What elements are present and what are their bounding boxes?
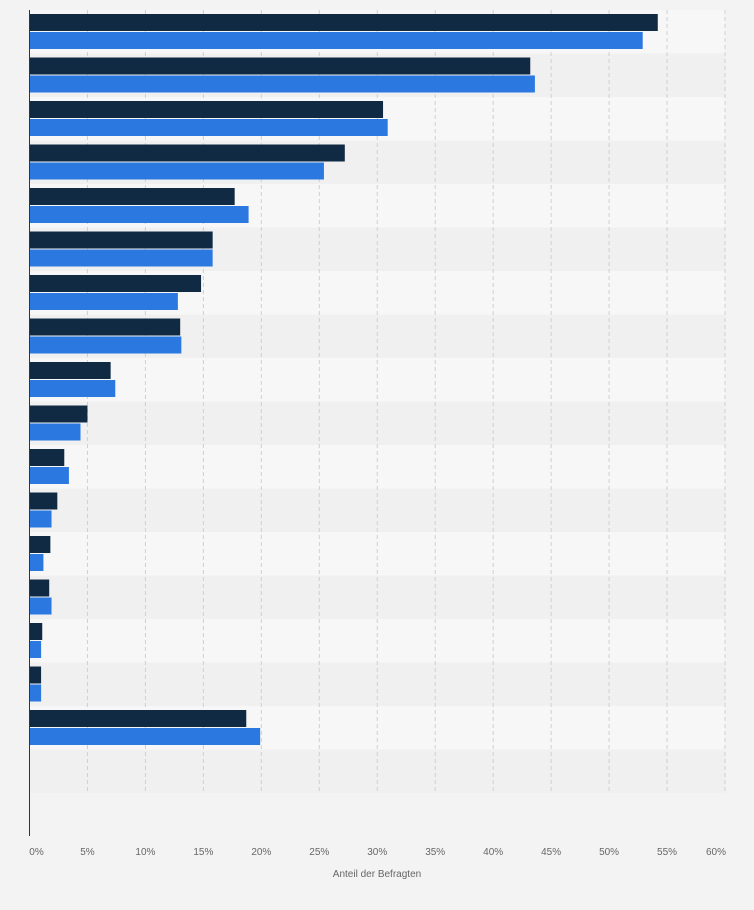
x-tick-label: 45% <box>541 847 561 858</box>
bar-series-2[interactable] <box>29 684 42 702</box>
bar-series-1[interactable] <box>29 231 213 249</box>
bar-series-1[interactable] <box>29 362 111 379</box>
bar-series-1[interactable] <box>29 492 58 510</box>
bar-series-1[interactable] <box>29 666 42 684</box>
bar-series-2[interactable] <box>29 119 388 136</box>
x-tick-label: 20% <box>251 847 271 858</box>
x-tick-label: 50% <box>599 847 619 858</box>
x-tick-label: 35% <box>425 847 445 858</box>
bar-series-2[interactable] <box>29 728 261 745</box>
category-band <box>29 358 725 402</box>
bar-series-1[interactable] <box>29 318 181 336</box>
x-axis-title: Anteil der Befragten <box>333 869 421 880</box>
bar-series-2[interactable] <box>29 641 42 658</box>
bar-series-1[interactable] <box>29 101 384 118</box>
x-tick-label: 0% <box>29 847 44 858</box>
bar-series-1[interactable] <box>29 14 658 31</box>
bars <box>29 14 658 745</box>
category-band <box>29 575 725 619</box>
bar-series-2[interactable] <box>29 32 643 49</box>
x-tick-label: 40% <box>483 847 503 858</box>
category-band <box>29 532 725 576</box>
x-tick-label: 60% <box>706 847 726 858</box>
x-axis-ticks: 0% 5% 10% 15% 20% 25% 30% 35% 40% 45% 50% 55% 60% <box>29 847 726 858</box>
bar-series-1[interactable] <box>29 144 345 162</box>
bar-series-2[interactable] <box>29 423 81 441</box>
bar-series-1[interactable] <box>29 623 43 640</box>
x-tick-label: 30% <box>367 847 387 858</box>
bar-series-1[interactable] <box>29 188 235 205</box>
x-tick-label: 10% <box>135 847 155 858</box>
bar-series-2[interactable] <box>29 249 213 267</box>
gridlines <box>86 10 726 793</box>
bar-series-2[interactable] <box>29 554 44 571</box>
bar-series-2[interactable] <box>29 206 249 223</box>
bar-series-2[interactable] <box>29 510 52 528</box>
bar-series-2[interactable] <box>29 380 116 397</box>
bar-series-2[interactable] <box>29 75 535 93</box>
bar-series-1[interactable] <box>29 710 247 727</box>
bar-series-2[interactable] <box>29 467 69 484</box>
bar-series-2[interactable] <box>29 162 324 180</box>
x-tick-label: 15% <box>193 847 213 858</box>
bar-series-1[interactable] <box>29 579 50 597</box>
category-band <box>29 749 725 793</box>
x-tick-label: 55% <box>657 847 677 858</box>
bar-series-2[interactable] <box>29 597 52 615</box>
bar-series-1[interactable] <box>29 405 88 423</box>
bar-series-1[interactable] <box>29 536 51 553</box>
bar-series-1[interactable] <box>29 449 65 466</box>
x-tick-label: 25% <box>309 847 329 858</box>
bar-series-2[interactable] <box>29 293 178 310</box>
bar-series-2[interactable] <box>29 336 182 354</box>
x-tick-label: 5% <box>80 847 95 858</box>
bar-series-1[interactable] <box>29 57 531 75</box>
bar-series-1[interactable] <box>29 275 202 292</box>
